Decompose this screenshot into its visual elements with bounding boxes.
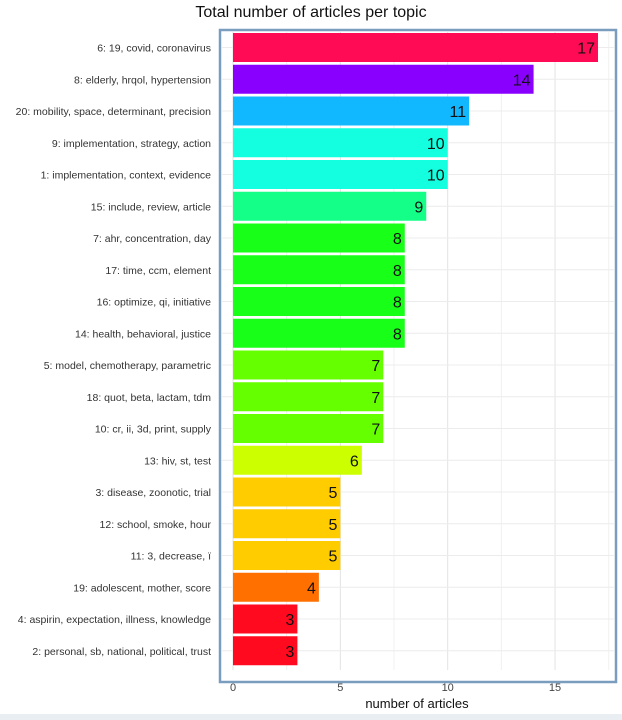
x-tick-label: 15: [549, 682, 561, 694]
category-label: 16: optimize, qi, initiative: [97, 297, 212, 309]
bar-value-label: 8: [393, 295, 402, 312]
bar: [233, 541, 341, 570]
category-label: 5: model, chemotherapy, parametric: [44, 360, 211, 372]
category-labels: 6: 19, covid, coronavirus 8: elderly, hrq…: [16, 43, 212, 658]
bar-value-label: 4: [307, 580, 316, 597]
category-label: 3: disease, zoonotic, trial: [95, 487, 211, 499]
category-label: 15: include, review, article: [91, 201, 211, 213]
bar: [233, 382, 384, 412]
bar-value-label: 9: [414, 199, 423, 216]
bar: [233, 64, 534, 94]
bar-value-label: 8: [393, 231, 402, 248]
bar-value-label: 8: [393, 263, 402, 280]
category-label: 12: school, smoke, hour: [100, 519, 212, 531]
bar: [233, 509, 341, 539]
bar-value-label: 8: [393, 326, 402, 343]
bar-value-label: 10: [427, 168, 445, 185]
category-label: 1: implementation, context, evidence: [41, 170, 212, 182]
category-label: 8: elderly, hrqol, hypertension: [74, 74, 211, 86]
bar: [233, 572, 319, 602]
bar: [233, 636, 298, 666]
category-label: 7: ahr, concentration, day: [93, 233, 212, 245]
bar-value-label: 6: [350, 453, 359, 470]
bottom-strip: [0, 714, 622, 720]
bar-value-label: 5: [328, 549, 337, 566]
category-label: 4: aspirin, expectation, illness, knowle…: [18, 614, 211, 626]
category-label: 18: quot, beta, lactam, tdm: [87, 392, 212, 404]
bar: [233, 128, 448, 158]
category-label: 17: time, ccm, element: [105, 265, 211, 277]
bar: [233, 191, 427, 221]
category-label: 10: cr, ii, 3d, print, supply: [95, 424, 212, 436]
bar: [233, 160, 448, 189]
bar: [233, 414, 384, 443]
bar: [233, 96, 470, 126]
x-tick-label: 0: [230, 682, 236, 694]
bar: [233, 350, 384, 380]
bar-value-label: 14: [513, 72, 531, 89]
bar: [233, 223, 405, 253]
bar-value-label: 10: [427, 136, 445, 153]
bar-value-label: 3: [286, 612, 295, 629]
bar-value-label: 7: [371, 358, 380, 375]
category-label: 2: personal, sb, national, political, tr…: [32, 646, 211, 658]
bar: [233, 33, 598, 62]
x-tick-label: 10: [442, 682, 454, 694]
bar-value-label: 7: [371, 422, 380, 439]
chart-title: Total number of articles per topic: [195, 4, 427, 21]
bar-value-label: 5: [328, 485, 337, 502]
bar: [233, 287, 405, 316]
bar-value-label: 5: [328, 517, 337, 534]
category-label: 13: hiv, st, test: [144, 455, 211, 467]
bar: [233, 477, 341, 507]
bar-value-label: 11: [450, 104, 467, 121]
category-label: 9: implementation, strategy, action: [52, 138, 211, 150]
bar: [233, 445, 362, 475]
x-axis-title: number of articles: [365, 696, 469, 711]
bar-value-label: 17: [577, 41, 595, 58]
category-label: 14: health, behavioral, justice: [75, 328, 211, 340]
category-label: 6: 19, covid, coronavirus: [97, 43, 211, 55]
category-label: 19: adolescent, mother, score: [73, 582, 211, 594]
bar: [233, 318, 405, 348]
x-axis-ticks: 0 5 10 15: [230, 682, 561, 694]
bar-value-label: 3: [286, 644, 295, 661]
bar: [233, 604, 298, 634]
category-label: 20: mobility, space, determinant, precis…: [16, 106, 211, 118]
x-tick-label: 5: [337, 682, 343, 694]
category-label: 11: 3, decrease, ï: [131, 551, 211, 563]
bar-value-label: 7: [371, 390, 380, 407]
bar: [233, 255, 405, 285]
